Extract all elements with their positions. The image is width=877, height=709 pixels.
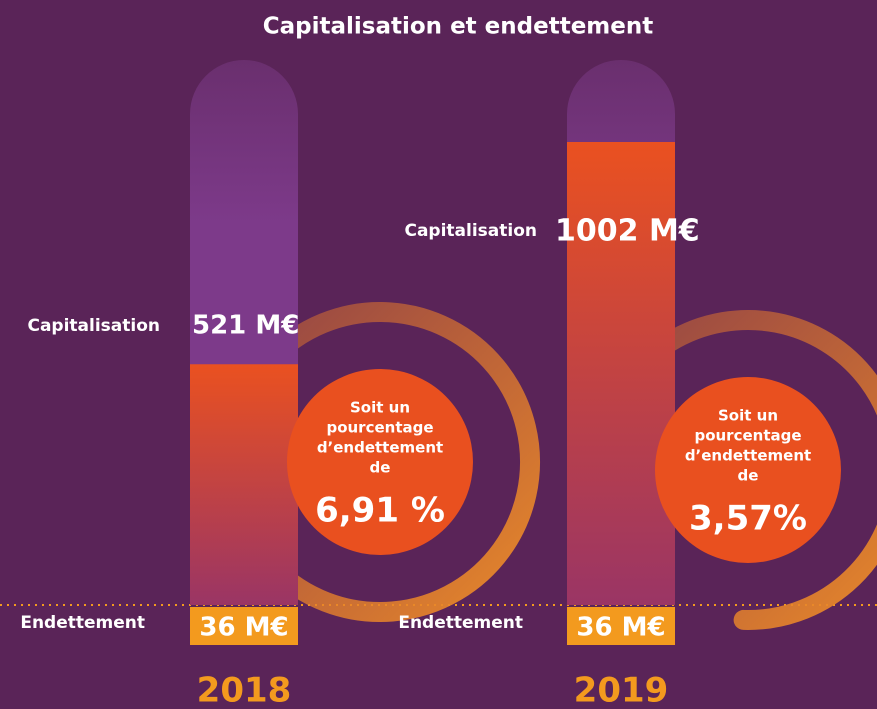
title: Capitalisation et endettement — [263, 14, 653, 40]
percent-value: 6,91 % — [315, 491, 445, 531]
endettement-box — [190, 607, 298, 645]
circle-text: d’endettement — [685, 447, 811, 465]
circle-text: pourcentage — [694, 427, 801, 445]
capitalisation-value: 1002 M€ — [555, 214, 700, 249]
endettement-label: Endettement — [20, 613, 145, 633]
circle-text: de — [370, 459, 391, 477]
capitalisation-bar — [190, 364, 298, 605]
circle-text: Soit un — [350, 399, 410, 417]
percent-circle — [655, 377, 841, 563]
endettement-value: 36 M€ — [199, 613, 288, 643]
capitalisation-label: Capitalisation — [27, 316, 160, 336]
circle-text: de — [738, 467, 759, 485]
capitalisation-value: 521 M€ — [192, 311, 299, 341]
circle-text: pourcentage — [326, 419, 433, 437]
endettement-label: Endettement — [398, 613, 523, 633]
capitalisation-bar — [567, 142, 675, 605]
endettement-box — [567, 607, 675, 645]
circle-text: d’endettement — [317, 439, 443, 457]
capitalisation-label: Capitalisation — [404, 221, 537, 241]
percent-circle — [287, 369, 473, 555]
year: 2018 — [197, 671, 292, 709]
endettement-value: 36 M€ — [576, 613, 665, 643]
year: 2019 — [574, 671, 669, 709]
arc-ring — [227, 302, 540, 622]
circle-text: Soit un — [718, 407, 778, 425]
percent-value: 3,57% — [689, 499, 807, 539]
